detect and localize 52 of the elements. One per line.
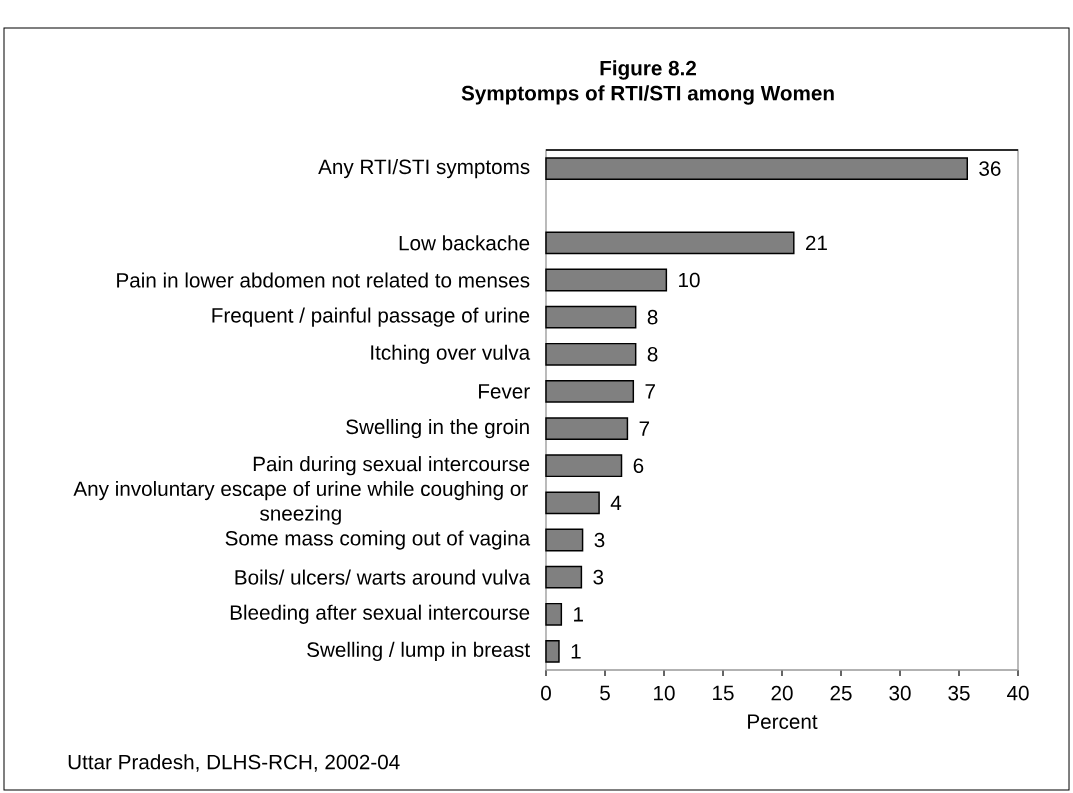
y-tick-label: Low backache bbox=[399, 235, 530, 251]
data-label: 4 bbox=[610, 495, 622, 510]
y-tick-label: Swelling / lump in breast bbox=[307, 641, 530, 662]
data-label: 10 bbox=[679, 272, 700, 288]
bar bbox=[545, 602, 563, 626]
data-label: 8 bbox=[647, 346, 658, 362]
y-tick-label: Boils/ ulcers/ warts around vulva bbox=[235, 569, 531, 585]
x-tick-label: 35 bbox=[948, 685, 970, 701]
data-label: 7 bbox=[639, 421, 650, 436]
data-label: 3 bbox=[594, 532, 605, 548]
bar bbox=[545, 157, 969, 180]
y-tick-label: Pain during sexual intercourse bbox=[253, 456, 530, 476]
x-tick-label: 20 bbox=[771, 685, 793, 701]
y-tick-label: Swelling in the groin bbox=[346, 418, 529, 439]
data-label: 36 bbox=[979, 161, 1001, 176]
y-tick-label: Frequent / painful passage of urine bbox=[212, 307, 530, 327]
y-tick-label: Bleeding after sexual intercourse bbox=[230, 604, 530, 624]
x-tick-label: 25 bbox=[830, 685, 852, 701]
x-tick-label: 10 bbox=[654, 685, 675, 701]
x-tick-label: 0 bbox=[541, 685, 551, 701]
y-tick-label: Pain in lower abdomen not related to menses bbox=[117, 272, 530, 288]
data-label: 6 bbox=[633, 458, 644, 474]
data-label: 21 bbox=[806, 235, 827, 251]
bar bbox=[545, 417, 629, 440]
y-tick-label: Some mass coming out of vagina bbox=[225, 530, 531, 550]
bar bbox=[545, 528, 584, 552]
bar bbox=[545, 342, 637, 366]
bar bbox=[545, 640, 560, 663]
text: Uttar Pradesh, DLHS-RCH, 2002-04 bbox=[68, 754, 400, 772]
x-tick-label: 15 bbox=[713, 685, 734, 701]
bar bbox=[545, 454, 623, 478]
x-tick-label: 30 bbox=[889, 685, 911, 701]
bar bbox=[545, 231, 795, 255]
x-tick-label: 5 bbox=[600, 685, 610, 701]
data-label: 8 bbox=[647, 309, 658, 325]
bar bbox=[545, 491, 600, 515]
y-tick-label: Any RTI/STI symptoms bbox=[318, 158, 530, 179]
x-axis-title: Percent bbox=[748, 714, 818, 729]
data-label: 7 bbox=[645, 384, 655, 399]
bar bbox=[545, 268, 668, 292]
data-label: 1 bbox=[571, 644, 581, 659]
y-tick-label: Itching over vulva bbox=[371, 344, 531, 364]
y-tick-label: Fever bbox=[479, 384, 530, 399]
bar bbox=[545, 380, 635, 403]
data-label: 3 bbox=[593, 569, 604, 585]
data-label: 1 bbox=[574, 607, 583, 622]
y-tick-label: Any involuntary escape of urine while coughing or sneezing bbox=[73, 480, 528, 525]
chart-title: Figure 8.2 bbox=[600, 60, 696, 80]
chart-subtitle: Symptomps of RTI/STI among Women bbox=[461, 85, 834, 105]
bar bbox=[545, 565, 583, 589]
bar bbox=[545, 305, 637, 329]
x-tick-label: 40 bbox=[1006, 685, 1029, 701]
